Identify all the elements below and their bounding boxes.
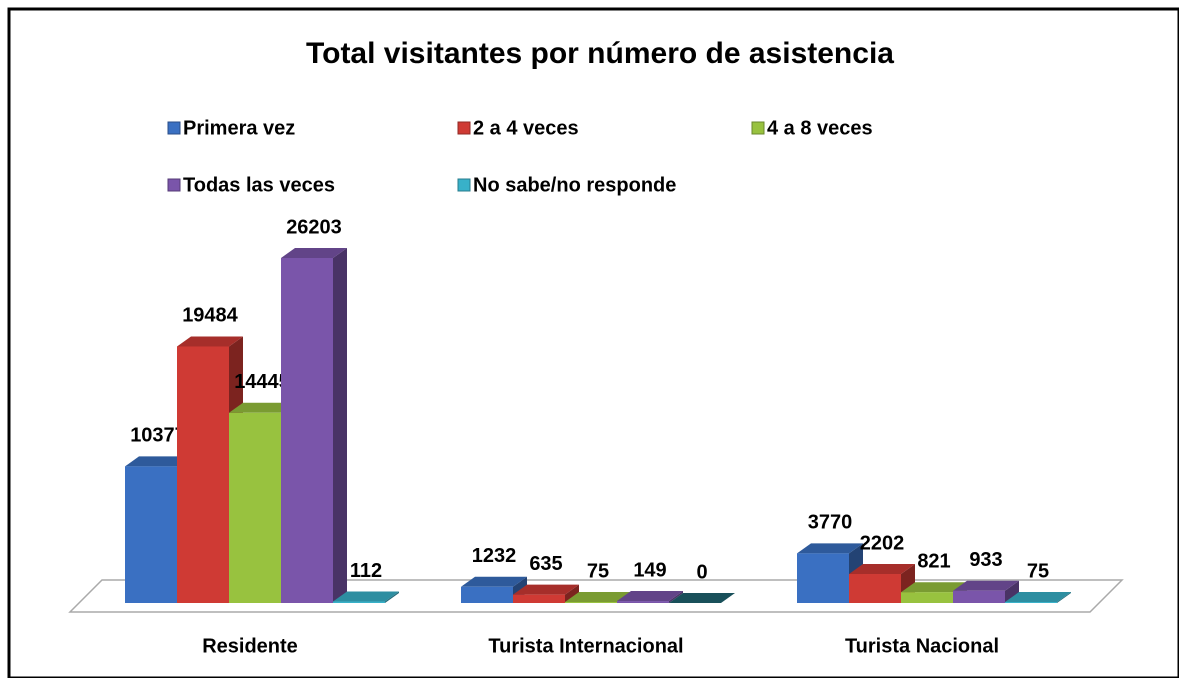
bar-top [849,564,915,575]
bar-top [461,576,527,587]
bar-side [385,591,399,603]
bar-top [333,591,399,602]
x-tick-label: Turista Nacional [845,635,999,657]
data-label: 10377 [130,425,186,447]
data-label: 2202 [860,532,905,554]
data-label: 3770 [808,512,853,534]
data-label: 75 [1027,560,1049,582]
bar-top [797,543,863,554]
bar-top [953,580,1019,591]
legend-swatch [167,121,181,135]
data-label: 0 [696,561,707,583]
bar-top [617,591,683,602]
data-label: 19484 [182,305,238,327]
bar-side [1005,580,1019,603]
data-label: 1232 [472,545,517,567]
legend-swatch [457,178,471,192]
data-label: 14445 [234,371,290,393]
bar-front [565,602,617,603]
legend-label: Primera vez [183,117,295,139]
bar-front [513,594,565,603]
data-label: 933 [969,549,1002,571]
bar-top [281,248,347,258]
data-label: 26203 [286,216,342,238]
bar-front [617,601,669,603]
bar [953,580,1019,603]
data-label: 75 [587,560,609,582]
bar-top [1005,592,1071,603]
data-label: 112 [350,560,382,582]
bar-front [125,466,177,603]
legend-swatch [457,121,471,135]
bar-top [177,336,243,347]
bar-side [669,591,683,603]
bar-front [177,346,229,603]
legend-label: 2 a 4 veces [473,117,579,139]
chart-title: Total visitantes por número de asistenci… [306,37,894,70]
bar-top [901,582,967,593]
bar-front [461,586,513,603]
x-tick-label: Residente [202,635,298,657]
bar-top [229,402,295,413]
bar-front [953,590,1005,603]
bar-front [797,553,849,603]
legend-label: No sabe/no responde [473,174,676,196]
data-label: 635 [529,553,562,575]
legend-label: Todas las veces [183,174,335,196]
bar-front [229,412,281,603]
bar-top [125,456,191,467]
bar [1005,592,1071,603]
bar [669,593,735,603]
data-label: 149 [633,559,666,581]
bar [333,591,399,603]
bar-front [333,601,385,603]
x-tick-label: Turista Internacional [488,635,683,657]
data-label: 821 [917,550,950,572]
bar [617,591,683,603]
bar-top [565,592,631,603]
legend-swatch [167,178,181,192]
bar-side [333,248,347,603]
legend-swatch [751,121,765,135]
bar-side [565,584,579,603]
bar-top [669,593,735,603]
bar-front [849,574,901,603]
bar-front [281,258,333,603]
bar-top [513,584,579,595]
bar-side [1057,592,1071,603]
bar [281,248,347,603]
legend-label: 4 a 8 veces [767,117,873,139]
bar [513,584,579,603]
bar-front [901,592,953,603]
bar-front [1005,602,1057,603]
